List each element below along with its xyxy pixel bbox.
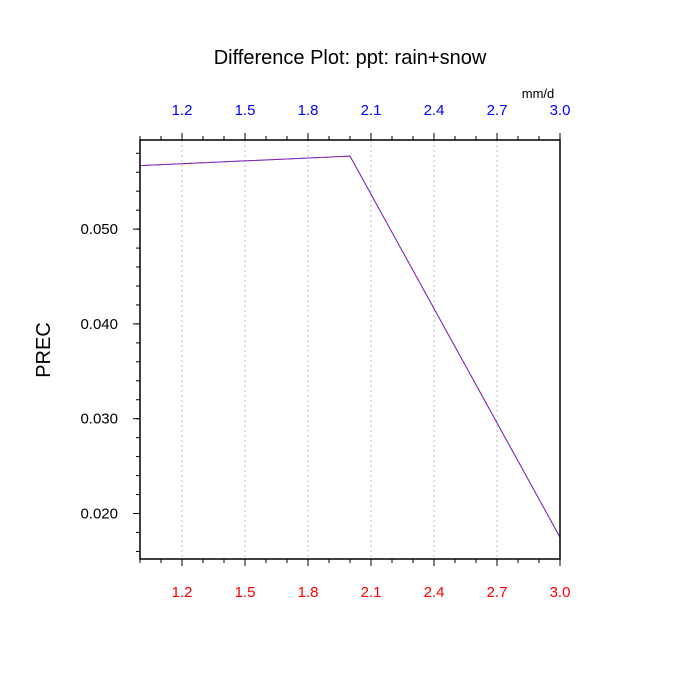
x-tick-label-top: 1.5: [235, 102, 256, 119]
x-tick-label-bottom: 1.5: [235, 584, 256, 601]
x-tick-label-bottom: 2.4: [424, 584, 445, 601]
x-tick-label-bottom: 1.8: [298, 584, 319, 601]
x-tick-label-bottom: 2.1: [361, 584, 382, 601]
y-tick-label: 0.040: [80, 316, 118, 333]
grid-layer: [181, 140, 498, 559]
x-tick-label-bottom: 2.7: [487, 584, 508, 601]
x-tick-label-top: 2.4: [424, 102, 445, 119]
x-tick-label-bottom: 1.2: [172, 584, 193, 601]
x-tick-label-top: 2.1: [361, 102, 382, 119]
x-tick-label-top: 1.8: [298, 102, 319, 119]
series-layer: [139, 155, 561, 538]
x-tick-label-top: 1.2: [172, 102, 193, 119]
x-tick-label-top: 2.7: [487, 102, 508, 119]
y-tick-label: 0.050: [80, 221, 118, 238]
x-tick-label-top: 3.0: [550, 102, 571, 119]
x-tick-label-bottom: 3.0: [550, 584, 571, 601]
y-axis-label: PREC: [33, 322, 55, 378]
top-axis-unit-label: mm/d: [522, 86, 555, 101]
series-line: [139, 155, 561, 538]
axes-layer: 1.2 1.5 1.8 2.1 2.4 2.7 3.0 1.2 1.5 1.8 2.1 2.4 2.7 3…: [80, 102, 570, 601]
chart-title: Difference Plot: ppt: rain+snow: [214, 47, 487, 69]
y-tick-label: 0.030: [80, 411, 118, 428]
y-tick-label: 0.020: [80, 505, 118, 522]
